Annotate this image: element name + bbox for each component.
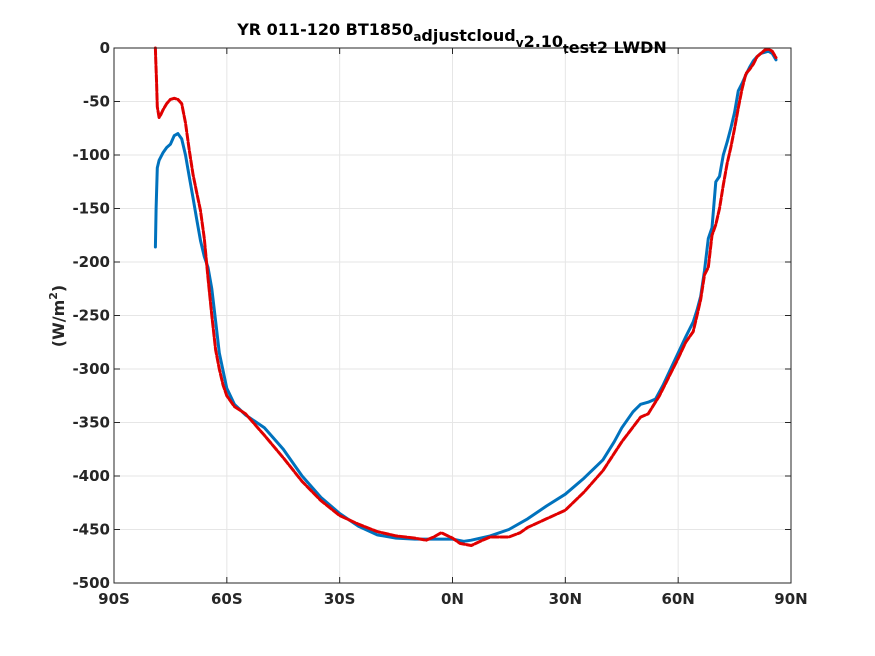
y-tick-label: -150 <box>72 200 110 218</box>
chart-title: YR 011-120 BT1850adjustcloudv2.10test2 L… <box>236 20 667 57</box>
x-tick-label: 90N <box>774 590 807 608</box>
title-text: djustcloud <box>421 26 515 45</box>
x-tick-labels: 90S 60S 30S 0N 30N 60N 90N <box>98 590 808 608</box>
x-tick-label: 30N <box>549 590 582 608</box>
x-tick-label: 0N <box>441 590 464 608</box>
title-text: 2.10 <box>524 32 563 51</box>
y-tick-label: -500 <box>72 574 110 592</box>
y-axis-label: (W/m2) <box>47 285 68 347</box>
x-tick-label: 30S <box>324 590 356 608</box>
x-tick-label: 60N <box>661 590 694 608</box>
title-subscript: t <box>563 42 569 56</box>
y-tick-label: 0 <box>100 39 110 57</box>
title-text: YR 011-120 BT1850 <box>236 20 413 39</box>
y-tick-label: -200 <box>72 253 110 271</box>
y-tick-label: -450 <box>72 521 110 539</box>
ticks <box>113 47 792 584</box>
y-tick-label: -300 <box>72 360 110 378</box>
y-tick-label: -400 <box>72 467 110 485</box>
series-line-1 <box>153 49 778 543</box>
y-tick-labels: 0 -50 -100 -150 -200 -250 -300 -350 -400 -450 -500 <box>72 39 110 592</box>
y-tick-label: -250 <box>72 307 110 325</box>
y-tick-label: -100 <box>72 146 110 164</box>
y-tick-label: -50 <box>83 93 110 111</box>
y-label-sup: 2 <box>47 292 60 300</box>
title-subscript: v <box>516 36 524 50</box>
x-tick-label: 90S <box>98 590 130 608</box>
series-layer <box>153 46 778 547</box>
x-tick-label: 60S <box>211 590 243 608</box>
y-label-close: ) <box>49 285 68 292</box>
title-subscript: a <box>413 30 421 44</box>
series-line-2 <box>153 46 778 547</box>
y-tick-label: -350 <box>72 414 110 432</box>
title-text: est2 LWDN <box>569 38 667 57</box>
y-label-base: (W/m <box>49 300 68 347</box>
